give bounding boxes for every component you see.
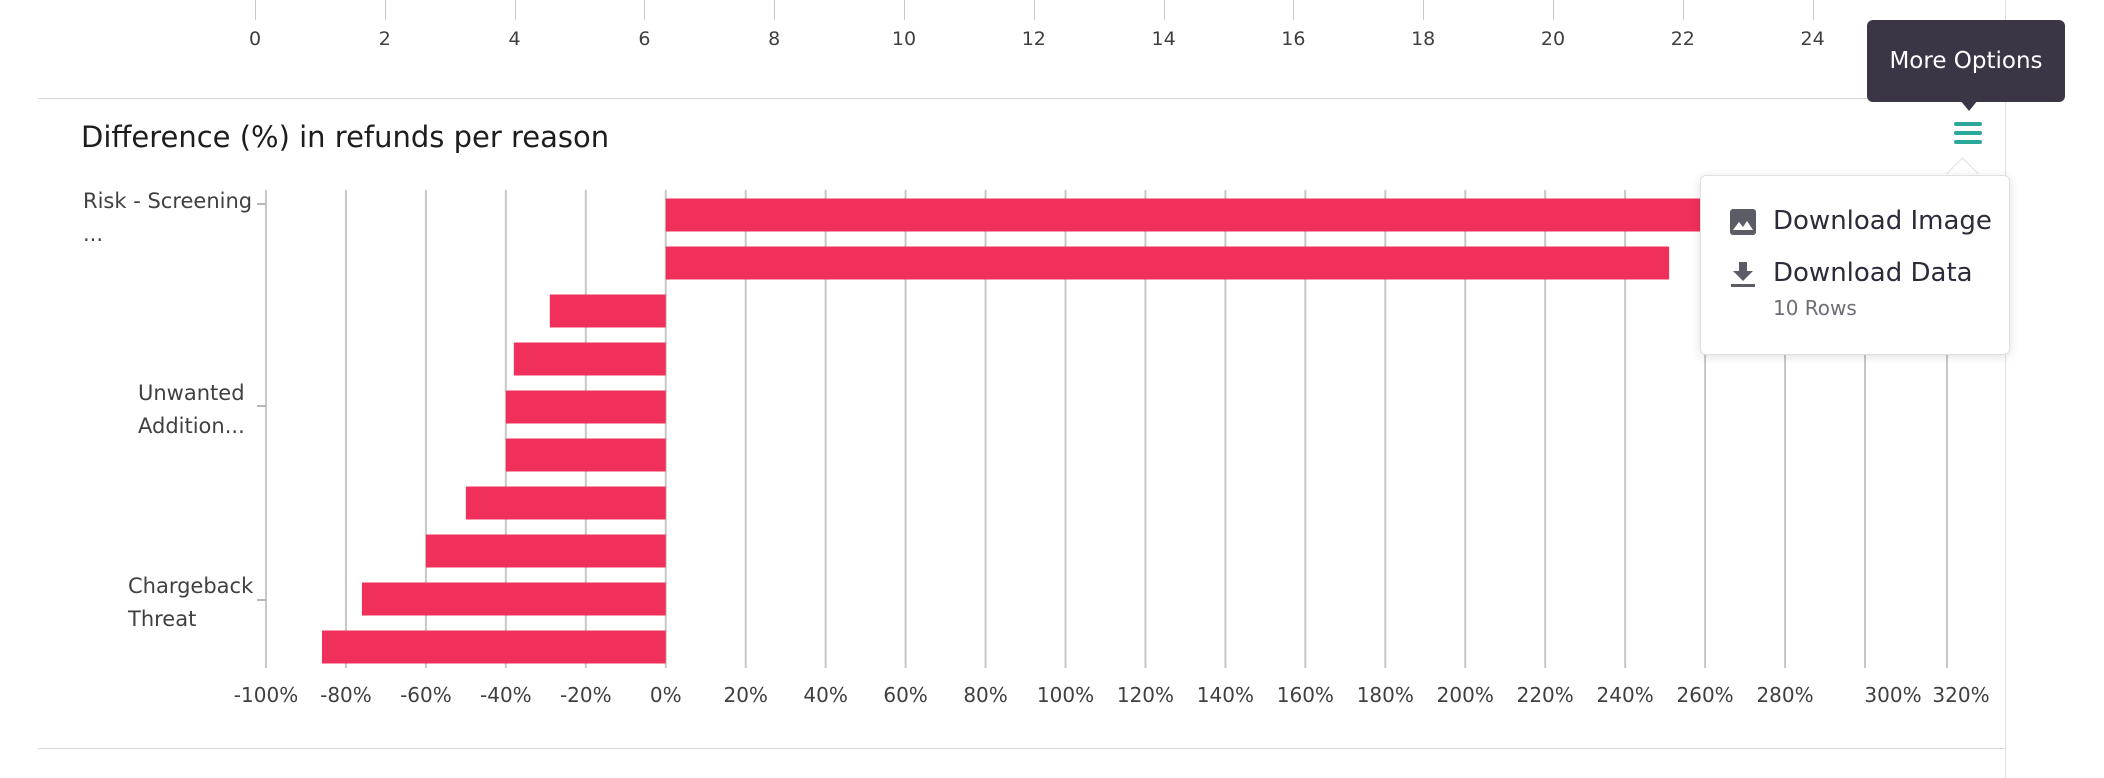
x-tick-label: 300% (1864, 683, 1921, 707)
download-icon (1731, 262, 1755, 287)
top-axis-tick-label: 24 (1800, 28, 1825, 50)
panel-right-border (2005, 0, 2006, 778)
x-tick-label: 40% (803, 683, 847, 707)
bar[interactable] (665, 198, 1706, 232)
top-axis-tick-label: 4 (508, 28, 521, 50)
bar[interactable] (549, 294, 666, 328)
hamburger-menu-icon[interactable] (1948, 114, 1986, 152)
bar[interactable] (361, 582, 666, 616)
more-options-dropdown: Download Image Download Data 10 Rows (1700, 175, 2010, 355)
tooltip-text: More Options (1889, 48, 2043, 74)
top-axis-tick-label: 10 (891, 28, 917, 50)
top-axis-tick-label: 0 (248, 28, 262, 50)
top-axis-tick-label: 2 (378, 28, 391, 50)
bar[interactable] (513, 342, 666, 376)
x-tick-label: 240% (1597, 683, 1654, 707)
top-axis-tick (384, 0, 386, 20)
top-axis-tick-label: 22 (1670, 28, 1695, 50)
x-tick-label: -100% (234, 683, 298, 707)
top-axis-tick (514, 0, 516, 20)
x-tick-label: -60% (400, 683, 452, 707)
top-axis-tick (774, 0, 776, 20)
top-chart-axis: 0 2 4 6 8 10 12 14 16 18 20 22 24 (0, 0, 2104, 60)
top-axis-tick (1423, 0, 1425, 20)
x-tick-label: 180% (1357, 683, 1414, 707)
download-data-label: Download Data (1773, 258, 1973, 288)
top-axis-tick (1553, 0, 1554, 20)
x-tick-label: -20% (560, 683, 612, 707)
bar[interactable] (425, 534, 666, 568)
top-axis-tick (1682, 0, 1684, 20)
download-image-label: Download Image (1773, 206, 1992, 236)
y-tick-label-unwanted-addition: Unwanted Addition... (138, 381, 245, 438)
image-icon (1730, 209, 1756, 235)
top-axis-tick-label: 6 (638, 28, 651, 50)
x-tick-label: -40% (480, 683, 532, 707)
x-tick-label: -80% (320, 683, 372, 707)
top-axis-tick (1163, 0, 1165, 20)
top-axis-tick (904, 0, 905, 20)
top-axis-tick (1812, 0, 1814, 20)
x-tick-label: 60% (883, 683, 927, 707)
x-tick-label: 320% (1932, 683, 1989, 707)
tooltip-arrow (1960, 100, 1978, 111)
more-options-tooltip: More Options (1867, 20, 2065, 102)
download-image-item[interactable]: Download Image (1729, 206, 1992, 236)
top-axis-tick-label: 18 (1411, 28, 1436, 50)
top-axis-tick (255, 0, 256, 20)
top-axis-tick-label: 14 (1151, 28, 1176, 50)
x-tick-label: 100% (1037, 683, 1094, 707)
top-axis-tick-label: 8 (768, 28, 781, 50)
x-tick-label: 260% (1677, 683, 1734, 707)
panel-divider-top (38, 98, 2005, 99)
x-tick-label: 220% (1517, 683, 1574, 707)
x-tick-label: 200% (1437, 683, 1494, 707)
bar[interactable] (465, 486, 666, 520)
x-tick-label: 140% (1197, 683, 1254, 707)
panel-divider-bottom (38, 748, 2005, 749)
x-tick-label: 0% (650, 683, 682, 707)
y-tick-label-chargeback-threat: Chargeback Threat (128, 574, 254, 631)
top-axis-tick (1293, 0, 1295, 20)
download-data-item[interactable]: Download Data 10 Rows (1729, 258, 1973, 320)
x-tick-label: 20% (723, 683, 767, 707)
bar[interactable] (505, 438, 666, 472)
bar[interactable] (665, 246, 1670, 280)
bar[interactable] (505, 390, 666, 424)
download-data-row-count: 10 Rows (1773, 296, 1857, 320)
panel-title: Difference (%) in refunds per reason (81, 120, 610, 154)
x-tick-label: 120% (1117, 683, 1174, 707)
x-tick-label: 280% (1756, 683, 1813, 707)
top-axis-tick (644, 0, 646, 20)
top-axis-tick-label: 20 (1540, 28, 1566, 50)
x-tick-label: 160% (1277, 683, 1334, 707)
x-tick-label: 80% (963, 683, 1007, 707)
top-axis-tick-label: 16 (1281, 28, 1306, 50)
top-axis-tick-label: 12 (1021, 28, 1046, 50)
bar[interactable] (321, 630, 666, 664)
top-axis-tick (1033, 0, 1035, 20)
y-tick-label-risk-screening: Risk - Screening ... (83, 189, 253, 246)
